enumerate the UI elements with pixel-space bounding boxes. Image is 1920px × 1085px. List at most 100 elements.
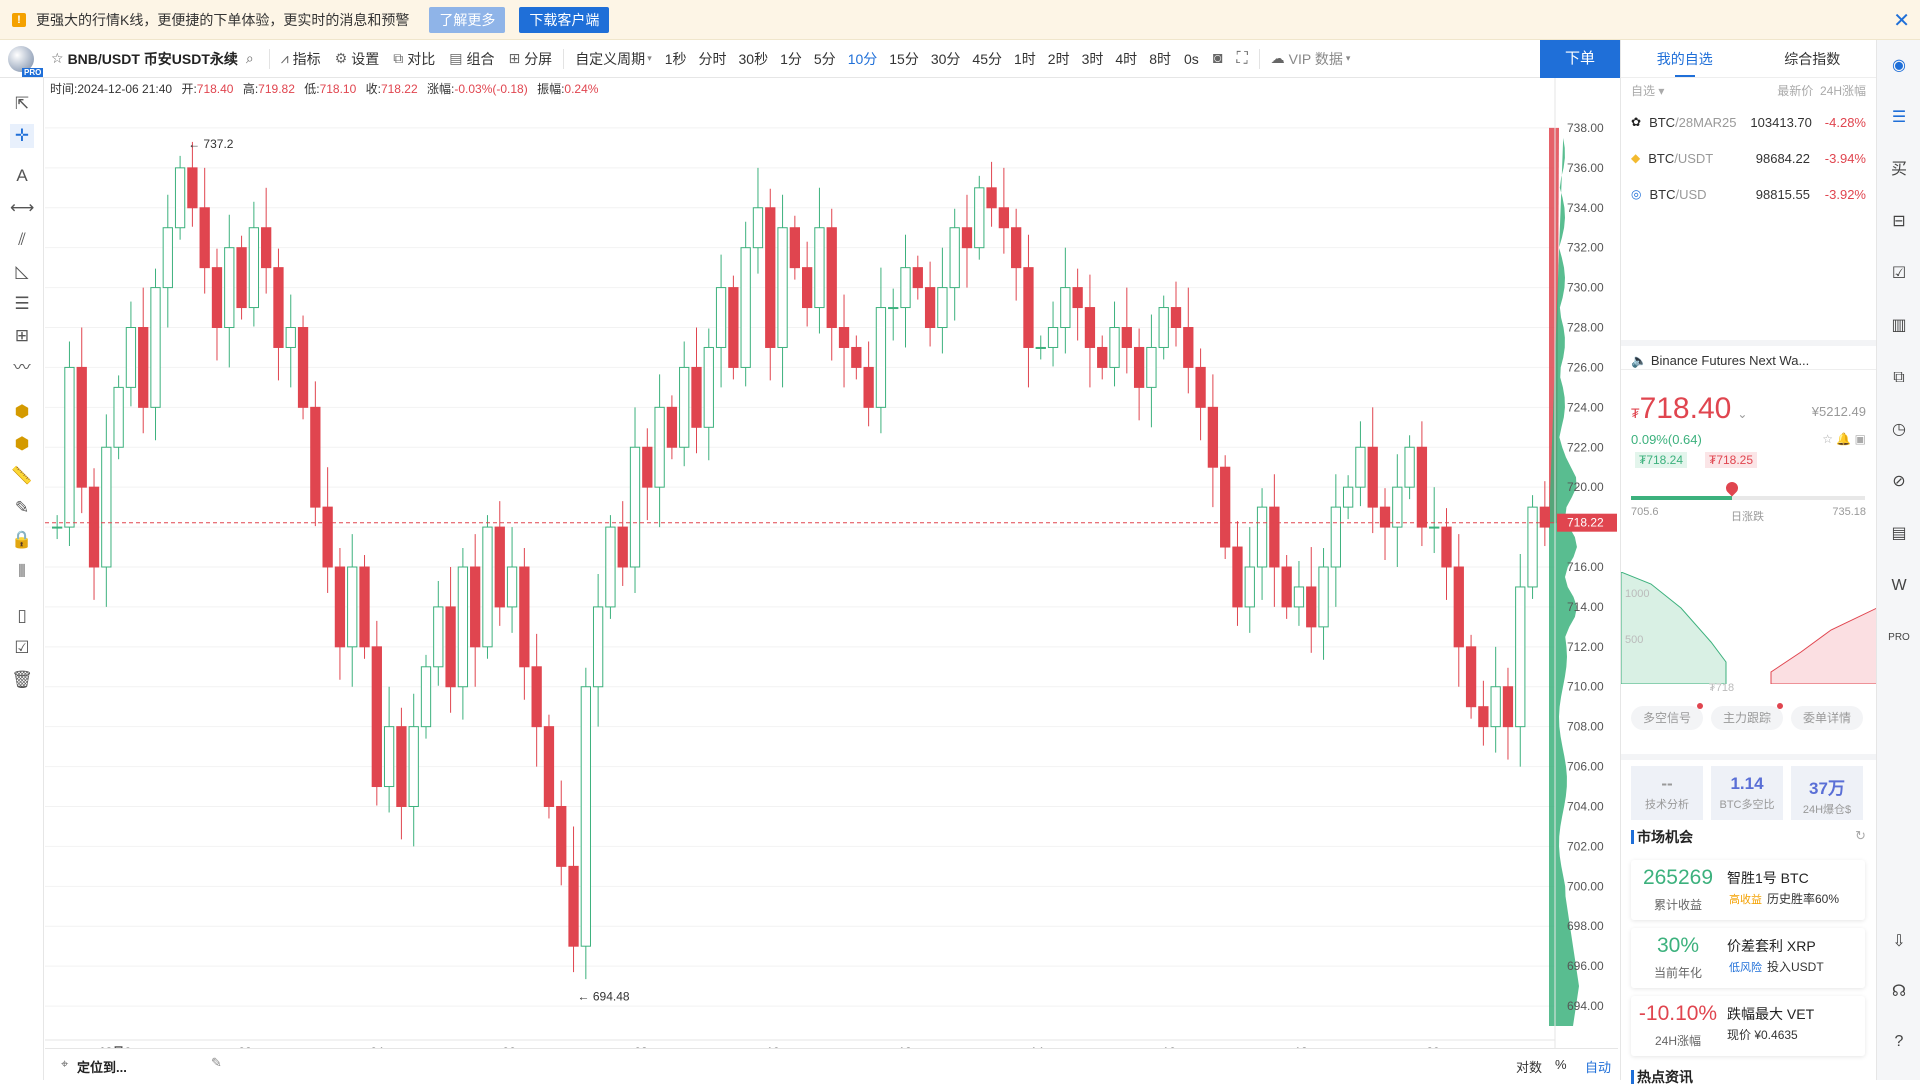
settings-button[interactable]: ⚙ 设置 (328, 40, 387, 78)
period-9[interactable]: 1时 (1014, 50, 1036, 67)
watchlist-icon[interactable]: ☰ (1891, 109, 1907, 126)
candle-body (1318, 566, 1329, 628)
watchlist-row[interactable]: ✿ BTC/28MAR25 103413.70 -4.28% (1621, 104, 1876, 140)
compass-icon[interactable]: ⊘ (1892, 473, 1906, 490)
signal-tab-0[interactable]: 多空信号 (1631, 706, 1703, 730)
candle-body (974, 187, 985, 249)
channel-tool-icon[interactable]: ⫽ (18, 230, 26, 249)
candle-body (1465, 646, 1477, 708)
combo-button[interactable]: ▤ 组合 (442, 40, 501, 78)
plugin-icon[interactable]: ⧉ (1893, 369, 1905, 386)
candle-body (826, 227, 837, 329)
download-client-button[interactable]: 下载客户端 (519, 6, 610, 33)
tab-composite-index[interactable]: 综合指数 (1784, 51, 1841, 67)
period-4[interactable]: 5分 (813, 50, 836, 67)
edit-icon[interactable]: ✎ (211, 1055, 222, 1070)
text-tool-icon[interactable]: A (16, 166, 28, 185)
help-icon[interactable]: ? (1894, 1033, 1904, 1050)
period-13[interactable]: 8时 (1149, 50, 1171, 67)
period-1[interactable]: 分时 (698, 50, 727, 67)
screenshot-icon[interactable]: ◙ (1212, 49, 1223, 67)
opportunity-card[interactable]: 30% 当前年化 价差套利 XRP 低风险 投入USDT (1631, 928, 1865, 988)
indicator-button[interactable]: ⩘ 指标 (274, 40, 328, 78)
candlestick-svg[interactable]: ← 737.2 ← 694.48 738.00 736.00 734.00 732.00 7… (45, 78, 1618, 1048)
buy-icon[interactable]: 买 (1890, 161, 1907, 178)
place-order-button[interactable]: 下单 (1540, 40, 1620, 78)
book-icon[interactable]: ▤ (1891, 525, 1907, 542)
period-2[interactable]: 30秒 (738, 50, 769, 67)
trade-chart-icon[interactable]: ⊟ (1892, 213, 1906, 230)
lock-icon[interactable]: 🔒 (11, 530, 33, 549)
day-range-bar (1631, 479, 1865, 500)
triangle-tool-icon[interactable]: ◺ (15, 262, 29, 281)
ruler-icon[interactable]: 📏 (11, 466, 33, 485)
watchlist-row[interactable]: ◎ BTC/USD 98815.55 -3.92% (1621, 176, 1876, 212)
brand-icon[interactable]: ◉ (1892, 57, 1906, 74)
trash-icon[interactable]: 🗑 (11, 670, 33, 689)
download-icon[interactable]: ⇩ (1892, 933, 1906, 950)
coin-alt-icon[interactable]: ⬢ (14, 434, 30, 453)
orders-icon[interactable]: ☑ (1891, 265, 1907, 282)
log-scale-toggle[interactable]: 对数 (1516, 1060, 1543, 1075)
close-value: 718.22 (380, 82, 418, 96)
opportunity-card[interactable]: -10.10% 24H涨幅 跌幅最大 VET 现价 ¥0.4635 (1631, 996, 1865, 1056)
alert-icons[interactable]: ☆ 🔔 ▣ (1822, 432, 1866, 446)
period-3[interactable]: 1分 (780, 50, 802, 67)
pro-icon[interactable]: PRO (1888, 632, 1910, 643)
period-6[interactable]: 15分 (889, 50, 919, 67)
wallet-icon[interactable]: W (1891, 577, 1907, 594)
custom-period-dropdown[interactable]: 自定义周期 ▾ (568, 40, 659, 78)
percent-scale-toggle[interactable]: % (1555, 1057, 1567, 1072)
symbol-selector[interactable]: ☆ BNB/USDT 币安USDT永续 ⌕ (44, 40, 265, 78)
edit-list-icon[interactable]: ☑ (14, 638, 30, 657)
coin-icon[interactable]: ⬢ (14, 402, 30, 421)
watchlist-filter[interactable]: 自选 ▾ (1631, 84, 1665, 98)
period-7[interactable]: 30分 (930, 50, 961, 67)
vip-data-button[interactable]: ☁ VIP 数据 ▾ (1264, 40, 1358, 78)
grid-tool-icon[interactable]: ⊞ (14, 326, 30, 345)
headset-icon[interactable]: ☊ (1891, 983, 1907, 1000)
template-icon[interactable]: ▯ (17, 606, 27, 625)
period-0[interactable]: 1秒 (664, 50, 687, 67)
fib-tool-icon[interactable]: ☰ (14, 294, 30, 313)
depth-chart[interactable] (1621, 572, 1877, 684)
period-8[interactable]: 45分 (972, 50, 1002, 67)
period-5[interactable]: 10分 (847, 50, 878, 67)
kline-chart[interactable]: ← 737.2 ← 694.48 738.00 736.00 734.00 732.00 7… (45, 78, 1618, 1080)
period-11[interactable]: 3时 (1081, 50, 1104, 67)
line-tool-icon[interactable]: ⟷ (10, 198, 35, 217)
price-tick: 724.00 (1567, 400, 1604, 414)
watchlist-row[interactable]: ◆ BTC/USDT 98684.22 -3.94% (1621, 140, 1876, 176)
period-12[interactable]: 4时 (1115, 50, 1138, 67)
tab-my-watchlist[interactable]: 我的自选 (1621, 40, 1749, 77)
news-ticker[interactable]: 🔈 Binance Futures Next Wa... (1621, 340, 1877, 370)
locate-button[interactable]: 定位到... (77, 1060, 127, 1075)
candle-body (888, 307, 899, 310)
auto-scale-toggle[interactable]: 自动 (1585, 1060, 1612, 1075)
stat-card[interactable]: 37万 24H爆仓$ (1791, 766, 1863, 820)
search-icon[interactable]: ⌕ (245, 50, 254, 66)
stat-card[interactable]: 1.14 BTC多空比 (1711, 766, 1783, 820)
split-screen-button[interactable]: ⊞ 分屏 (501, 40, 559, 78)
compare-button[interactable]: ⧉ 对比 (386, 40, 442, 78)
learn-more-button[interactable]: 了解更多 (429, 6, 506, 33)
fullscreen-icon[interactable]: ⛶ (1236, 49, 1248, 67)
wave-tool-icon[interactable]: 〰 (13, 358, 31, 377)
bar-stats-icon[interactable]: ▥ (1891, 317, 1907, 334)
period-10[interactable]: 2时 (1047, 50, 1070, 67)
refresh-icon[interactable]: ↻ (1855, 828, 1866, 843)
close-icon[interactable]: ✕ (1893, 10, 1910, 32)
stat-card[interactable]: -- 技术分析 (1631, 766, 1703, 820)
star-icon[interactable]: ☆ (51, 50, 64, 66)
crosshair-icon[interactable]: ✛ (10, 124, 34, 148)
signal-tab-1[interactable]: 主力跟踪 (1711, 706, 1783, 730)
split-label: 分屏 (524, 50, 553, 67)
visibility-icon[interactable]: ⦀ (18, 562, 26, 581)
signal-tab-2[interactable]: 委单详情 (1791, 706, 1863, 730)
low-label: 低: (304, 82, 320, 96)
clock-icon[interactable]: ◷ (1892, 421, 1906, 438)
cursor-icon[interactable]: ⇱ (14, 94, 30, 113)
chevron-down-icon[interactable]: ⌄ (1737, 407, 1748, 421)
opportunity-card[interactable]: 265269 累计收益 智胜1号 BTC 高收益 历史胜率60% (1631, 860, 1865, 920)
pen-icon[interactable]: ✎ (14, 498, 30, 517)
